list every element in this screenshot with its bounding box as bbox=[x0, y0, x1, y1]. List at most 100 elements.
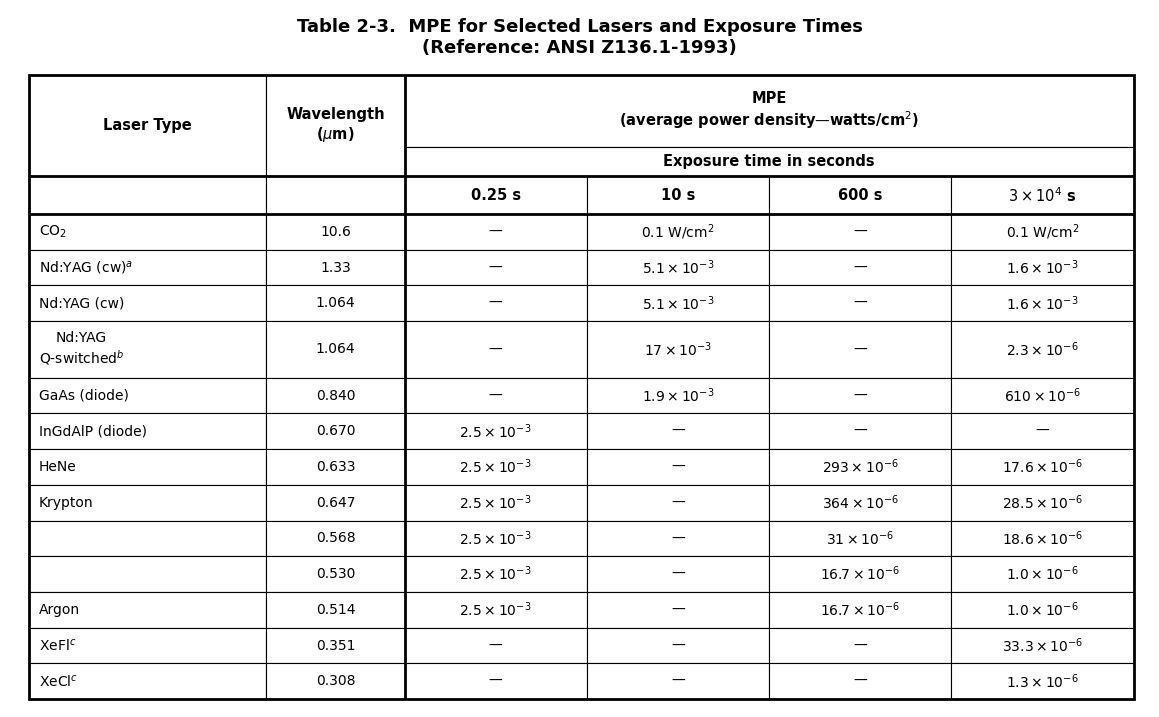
Bar bbox=[586, 521, 770, 556]
Text: $1.9 \times 10^{-3}$: $1.9 \times 10^{-3}$ bbox=[642, 386, 714, 405]
Text: InGdAlP (diode): InGdAlP (diode) bbox=[39, 424, 147, 438]
Bar bbox=[29, 321, 267, 378]
Bar bbox=[404, 592, 586, 627]
Text: 1.064: 1.064 bbox=[315, 343, 356, 356]
Bar bbox=[29, 75, 267, 176]
Bar bbox=[29, 414, 267, 449]
Text: $2.5 \times 10^{-3}$: $2.5 \times 10^{-3}$ bbox=[459, 529, 532, 548]
Text: 1.33: 1.33 bbox=[320, 260, 351, 275]
Bar bbox=[770, 214, 952, 250]
Bar bbox=[267, 321, 404, 378]
Text: Krypton: Krypton bbox=[39, 495, 94, 510]
Text: 0.670: 0.670 bbox=[315, 424, 355, 438]
Bar bbox=[952, 663, 1134, 699]
Bar bbox=[267, 663, 404, 699]
Text: 0.840: 0.840 bbox=[315, 389, 355, 402]
Text: 0.1 W/cm$^2$: 0.1 W/cm$^2$ bbox=[1006, 222, 1079, 242]
Text: —: — bbox=[489, 225, 503, 239]
Text: MPE
(average power density—watts/cm$^2$): MPE (average power density—watts/cm$^2$) bbox=[619, 91, 919, 131]
Bar bbox=[770, 414, 952, 449]
Text: 0.530: 0.530 bbox=[315, 567, 355, 581]
Bar bbox=[404, 147, 1134, 176]
Bar bbox=[404, 75, 1134, 147]
Text: $3 \times 10^4$ s: $3 \times 10^4$ s bbox=[1008, 186, 1077, 204]
Text: 10 s: 10 s bbox=[661, 188, 695, 203]
Bar bbox=[404, 378, 586, 414]
Bar bbox=[267, 592, 404, 627]
Bar bbox=[586, 414, 770, 449]
Bar bbox=[952, 214, 1134, 250]
Text: $16.7 \times 10^{-6}$: $16.7 \times 10^{-6}$ bbox=[821, 565, 901, 584]
Text: —: — bbox=[489, 674, 503, 688]
Text: $364 \times 10^{-6}$: $364 \times 10^{-6}$ bbox=[822, 493, 898, 512]
Text: $5.1 \times 10^{-3}$: $5.1 \times 10^{-3}$ bbox=[642, 294, 714, 313]
Bar bbox=[770, 285, 952, 321]
Text: $31 \times 10^{-6}$: $31 \times 10^{-6}$ bbox=[826, 529, 895, 548]
Bar bbox=[586, 485, 770, 521]
Bar bbox=[770, 176, 952, 214]
Bar bbox=[29, 214, 267, 250]
Bar bbox=[267, 75, 404, 176]
Text: —: — bbox=[671, 603, 685, 617]
Text: 10.6: 10.6 bbox=[320, 225, 351, 239]
Bar bbox=[770, 485, 952, 521]
Text: Nd:YAG (cw): Nd:YAG (cw) bbox=[39, 296, 124, 310]
Bar bbox=[586, 449, 770, 485]
Bar bbox=[29, 521, 267, 556]
Text: —: — bbox=[853, 639, 867, 652]
Text: XeCl$^c$: XeCl$^c$ bbox=[39, 673, 78, 689]
Text: 0.308: 0.308 bbox=[315, 674, 355, 688]
Bar bbox=[952, 321, 1134, 378]
Bar bbox=[267, 627, 404, 663]
Bar bbox=[404, 521, 586, 556]
Text: $610 \times 10^{-6}$: $610 \times 10^{-6}$ bbox=[1004, 386, 1081, 405]
Text: 0.514: 0.514 bbox=[315, 603, 355, 617]
Text: $33.3 \times 10^{-6}$: $33.3 \times 10^{-6}$ bbox=[1001, 636, 1083, 655]
Bar bbox=[267, 485, 404, 521]
Text: $1.0 \times 10^{-6}$: $1.0 \times 10^{-6}$ bbox=[1006, 565, 1079, 584]
Bar bbox=[404, 627, 586, 663]
Bar bbox=[404, 449, 586, 485]
Text: Argon: Argon bbox=[39, 603, 80, 617]
Text: Nd:YAG
Q-switched$^b$: Nd:YAG Q-switched$^b$ bbox=[39, 331, 124, 367]
Text: HeNe: HeNe bbox=[39, 460, 76, 474]
Text: $2.5 \times 10^{-3}$: $2.5 \times 10^{-3}$ bbox=[459, 601, 532, 619]
Text: (Reference: ANSI Z136.1-1993): (Reference: ANSI Z136.1-1993) bbox=[422, 39, 737, 57]
Bar bbox=[586, 663, 770, 699]
Bar bbox=[29, 485, 267, 521]
Bar bbox=[952, 592, 1134, 627]
Text: $16.7 \times 10^{-6}$: $16.7 \times 10^{-6}$ bbox=[821, 601, 901, 619]
Bar bbox=[770, 449, 952, 485]
Text: 0.568: 0.568 bbox=[315, 531, 356, 546]
Bar bbox=[952, 250, 1134, 285]
Text: —: — bbox=[489, 260, 503, 275]
Bar bbox=[404, 285, 586, 321]
Bar bbox=[952, 285, 1134, 321]
Text: —: — bbox=[1035, 424, 1049, 438]
Text: $2.5 \times 10^{-3}$: $2.5 \times 10^{-3}$ bbox=[459, 493, 532, 512]
Text: —: — bbox=[489, 639, 503, 652]
Bar bbox=[404, 485, 586, 521]
Bar bbox=[404, 250, 586, 285]
Bar bbox=[267, 250, 404, 285]
Text: 1.064: 1.064 bbox=[315, 296, 356, 310]
Bar bbox=[404, 556, 586, 592]
Text: 600 s: 600 s bbox=[838, 188, 882, 203]
Text: $18.6 \times 10^{-6}$: $18.6 \times 10^{-6}$ bbox=[1001, 529, 1083, 548]
Bar bbox=[586, 321, 770, 378]
Text: —: — bbox=[489, 296, 503, 310]
Bar bbox=[404, 663, 586, 699]
Bar bbox=[586, 556, 770, 592]
Text: $1.6 \times 10^{-3}$: $1.6 \times 10^{-3}$ bbox=[1006, 294, 1079, 313]
Text: CO$_2$: CO$_2$ bbox=[39, 224, 67, 240]
Bar bbox=[29, 176, 267, 214]
Bar bbox=[952, 485, 1134, 521]
Text: —: — bbox=[671, 531, 685, 546]
Text: GaAs (diode): GaAs (diode) bbox=[39, 389, 129, 402]
Bar bbox=[267, 556, 404, 592]
Bar bbox=[404, 214, 586, 250]
Text: —: — bbox=[853, 389, 867, 402]
Text: —: — bbox=[853, 225, 867, 239]
Text: $28.5 \times 10^{-6}$: $28.5 \times 10^{-6}$ bbox=[1001, 493, 1083, 512]
Bar bbox=[404, 321, 586, 378]
